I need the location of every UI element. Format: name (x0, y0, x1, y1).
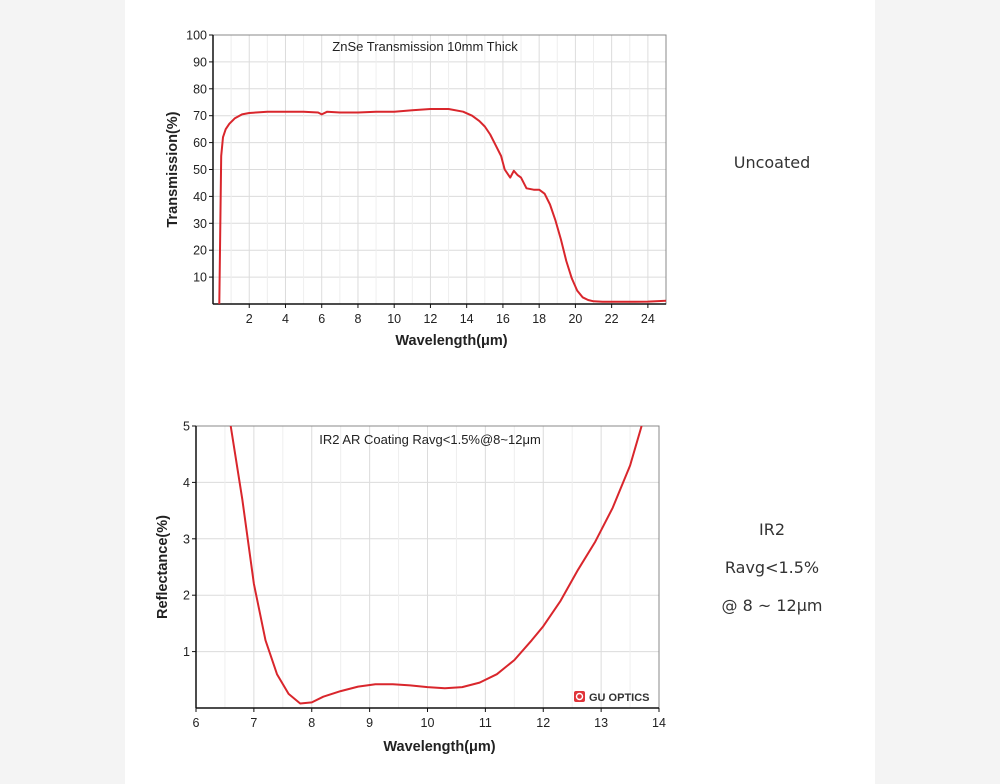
transmission-y-tick-label: 30 (193, 217, 207, 231)
reflectance-y-tick-label: 4 (183, 476, 190, 490)
reflectance-series-line (229, 426, 643, 705)
reflectance-x-axis-label: Wavelength(μm) (383, 739, 495, 755)
reflectance-y-tick-label: 2 (183, 589, 190, 603)
reflectance-x-tick-label: 13 (594, 716, 608, 730)
uncoated-label: Uncoated (733, 153, 811, 172)
gu-optics-logo: GU OPTICS (574, 691, 650, 704)
reflectance-y-tick-label: 5 (183, 420, 190, 434)
logo-mark-icon (574, 691, 585, 702)
reflectance-y-axis-label: Reflectance(%) (155, 515, 171, 619)
transmission-y-tick-label: 40 (193, 190, 207, 204)
transmission-y-tick-label: 20 (193, 244, 207, 258)
reflectance-x-tick-label: 9 (366, 716, 373, 730)
logo-ring-icon (575, 692, 584, 701)
transmission-y-tick-label: 80 (193, 82, 207, 96)
transmission-x-tick-label: 4 (282, 312, 289, 326)
transmission-y-tick-label: 70 (193, 109, 207, 123)
reflectance-x-tick-label: 14 (652, 716, 666, 730)
ir2-label: IR2 (758, 520, 785, 539)
transmission-y-axis-label: Transmission(%) (165, 111, 181, 227)
transmission-y-tick-label: 90 (193, 55, 207, 69)
reflectance-y-tick-label: 3 (183, 532, 190, 546)
transmission-x-tick-label: 12 (423, 312, 437, 326)
transmission-y-tick-label: 10 (193, 271, 207, 285)
reflectance-x-tick-label: 10 (421, 716, 435, 730)
ravg-label: Ravg<1.5% (724, 558, 820, 577)
reflectance-x-tick-label: 6 (193, 716, 200, 730)
reflectance-chart-title: IR2 AR Coating Ravg<1.5%@8~12μm (319, 432, 541, 447)
reflectance-x-tick-label: 11 (479, 716, 492, 730)
transmission-x-tick-label: 24 (641, 312, 655, 326)
transmission-x-tick-label: 10 (387, 312, 401, 326)
transmission-x-tick-label: 16 (496, 312, 510, 326)
transmission-y-tick-label: 60 (193, 136, 207, 150)
transmission-chart-title: ZnSe Transmission 10mm Thick (332, 39, 518, 54)
transmission-y-tick-label: 100 (186, 29, 207, 43)
transmission-x-tick-label: 2 (246, 312, 253, 326)
transmission-x-axis-label: Wavelength(μm) (395, 333, 507, 349)
reflectance-x-tick-label: 7 (250, 716, 257, 730)
transmission-series-line (218, 108, 666, 304)
transmission-x-tick-label: 14 (460, 312, 474, 326)
wavelength-range-label: @ 8 ~ 12μm (721, 596, 823, 615)
reflectance-y-tick-label: 1 (183, 645, 190, 659)
transmission-x-tick-label: 18 (532, 312, 546, 326)
transmission-chart: 2 4 6 8 10 12 14 16 18 20 22 2410203040506070809010… (165, 29, 667, 349)
reflectance-x-tick-label: 8 (308, 716, 315, 730)
transmission-x-tick-label: 8 (354, 312, 361, 326)
reflectance-x-tick-label: 12 (536, 716, 550, 730)
transmission-y-tick-label: 50 (193, 163, 207, 177)
transmission-x-tick-label: 20 (568, 312, 582, 326)
transmission-x-tick-label: 6 (318, 312, 325, 326)
logo-text: GU OPTICS (589, 692, 650, 704)
transmission-x-tick-label: 22 (605, 312, 619, 326)
